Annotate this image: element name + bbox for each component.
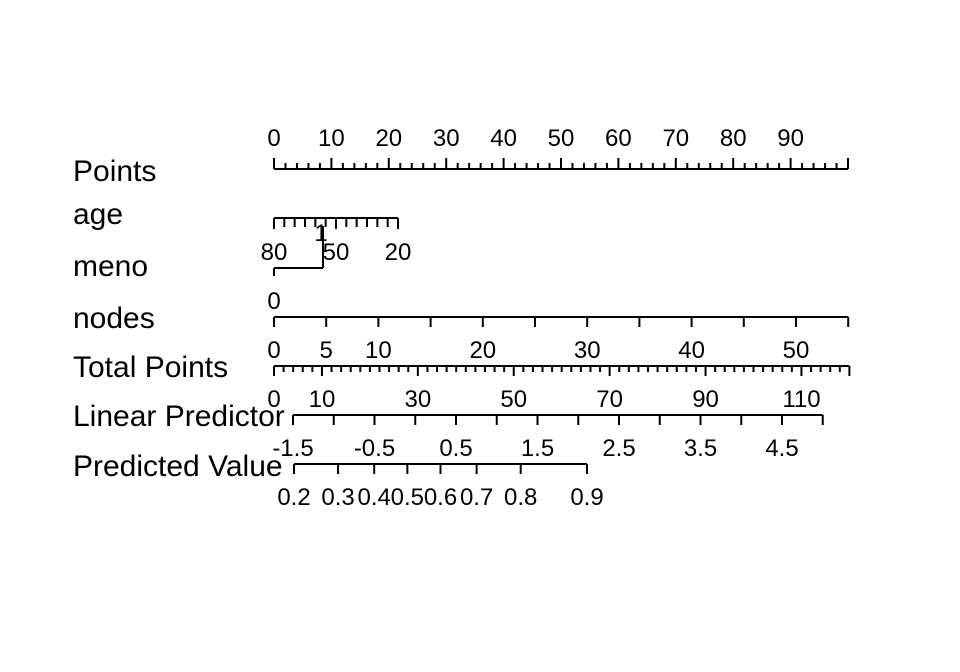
total-points-tick-label: 110 — [782, 386, 820, 413]
age-tick-label: 20 — [385, 239, 412, 266]
predicted-value-tick-label: 0.3 — [321, 484, 354, 511]
nodes-tick-label: 50 — [783, 337, 810, 364]
points-tick-label: 80 — [720, 125, 747, 152]
points-tick-label: 60 — [605, 125, 632, 152]
linear-predictor-tick-label: 4.5 — [765, 435, 798, 462]
points-tick-label: 50 — [548, 125, 575, 152]
predicted-value-tick-label: 0.6 — [424, 484, 457, 511]
linear-predictor-tick-label: 2.5 — [602, 435, 635, 462]
predicted-value-tick-label: 0.7 — [460, 484, 493, 511]
row-label-age: age — [73, 198, 123, 231]
total-points-tick-label: 70 — [596, 386, 623, 413]
row-label-predicted-value: Predicted Value — [73, 450, 283, 483]
nodes-tick-label: 20 — [469, 337, 496, 364]
linear-predictor-tick-label: -0.5 — [354, 435, 395, 462]
meno-level-label: 1 — [314, 220, 327, 247]
predicted-value-tick-label: 0.5 — [391, 484, 424, 511]
nodes-tick-label: 0 — [267, 337, 280, 364]
points-tick-label: 90 — [777, 125, 804, 152]
row-label-nodes: nodes — [73, 302, 155, 335]
row-label-linear-predictor: Linear Predictor — [73, 400, 285, 433]
meno-level-label: 0 — [267, 288, 280, 315]
row-label-points: Points — [73, 155, 156, 188]
row-label-total-points: Total Points — [73, 351, 228, 384]
age-tick-label: 80 — [261, 239, 288, 266]
total-points-tick-label: 90 — [692, 386, 719, 413]
predicted-value-tick-label: 0.2 — [277, 484, 310, 511]
points-tick-label: 10 — [318, 125, 345, 152]
points-tick-label: 70 — [662, 125, 689, 152]
age-tick-label: 50 — [323, 239, 350, 266]
total-points-tick-label: 0 — [267, 386, 280, 413]
points-tick-label: 0 — [267, 125, 280, 152]
linear-predictor-tick-label: -1.5 — [272, 435, 313, 462]
total-points-tick-label: 50 — [500, 386, 527, 413]
nodes-tick-label: 30 — [574, 337, 601, 364]
predicted-value-tick-label: 0.4 — [358, 484, 391, 511]
predicted-value-tick-label: 0.9 — [570, 484, 603, 511]
nodes-tick-label: 5 — [320, 337, 333, 364]
linear-predictor-tick-label: 0.5 — [439, 435, 472, 462]
nodes-tick-label: 40 — [678, 337, 705, 364]
total-points-tick-label: 30 — [404, 386, 431, 413]
points-tick-label: 30 — [433, 125, 460, 152]
points-tick-label: 20 — [375, 125, 402, 152]
points-tick-label: 40 — [490, 125, 517, 152]
linear-predictor-tick-label: 3.5 — [684, 435, 717, 462]
predicted-value-tick-label: 0.8 — [504, 484, 537, 511]
row-labels: Points age meno nodes Total Points Linea… — [73, 155, 285, 483]
linear-predictor-tick-label: 1.5 — [521, 435, 554, 462]
nodes-tick-label: 10 — [365, 337, 392, 364]
total-points-tick-label: 10 — [309, 386, 336, 413]
row-label-meno: meno — [73, 250, 148, 283]
